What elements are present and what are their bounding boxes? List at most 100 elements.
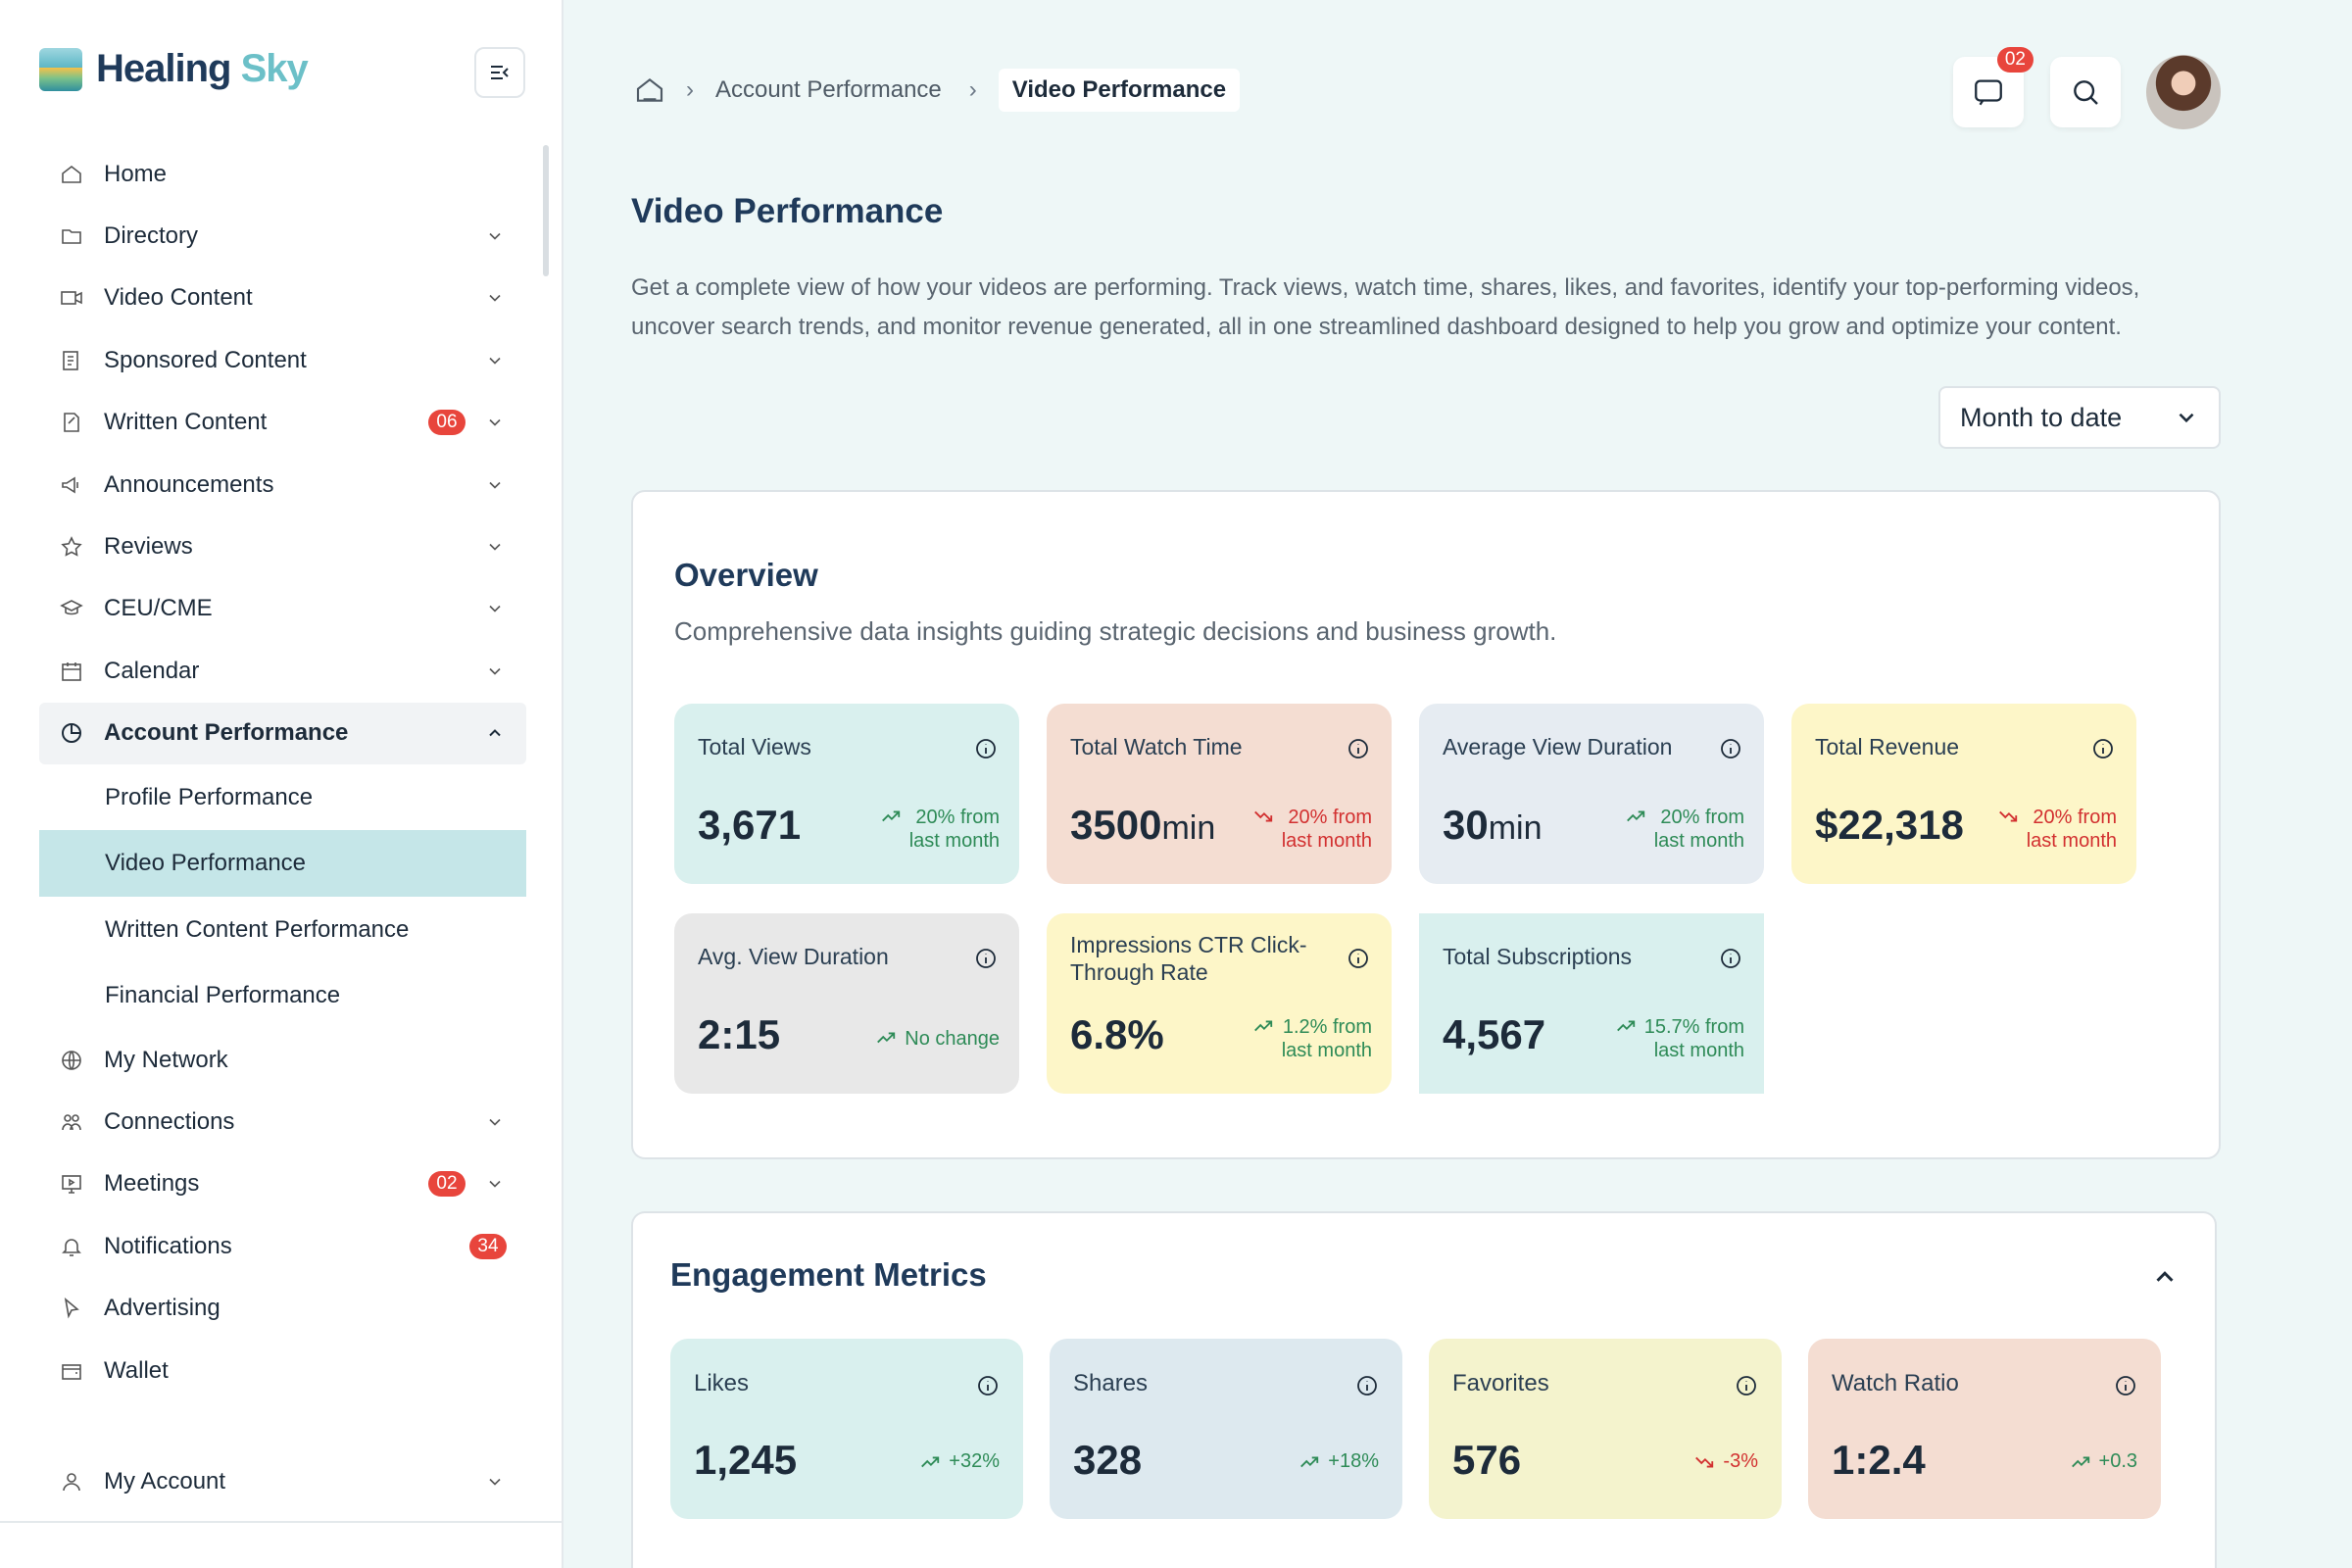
metric-value: 4,567 — [1443, 1011, 1546, 1057]
info-icon[interactable] — [974, 737, 998, 760]
sidebar-item-home[interactable]: Home — [39, 143, 526, 205]
metric-trend: 20% from last month — [880, 806, 1000, 853]
breadcrumb-separator-icon: › — [968, 76, 977, 103]
chevron-down-icon[interactable] — [483, 349, 507, 372]
info-icon[interactable] — [976, 1374, 1000, 1397]
engagement-card-shares[interactable]: Shares 328 +18% — [1050, 1339, 1402, 1519]
user-avatar[interactable] — [2146, 55, 2221, 129]
info-icon[interactable] — [1719, 947, 1742, 970]
collapse-sidebar-button[interactable] — [474, 47, 525, 98]
star-icon — [59, 534, 84, 560]
metric-card-impressions-ctr[interactable]: Impressions CTR Click-Through Rate 6.8% … — [1047, 913, 1392, 1094]
logo-mark-icon — [39, 47, 82, 91]
sidebar-subitem-financial-performance[interactable]: Financial Performance — [105, 982, 341, 1009]
sidebar-item-sponsored-content[interactable]: Sponsored Content — [39, 329, 526, 391]
info-icon[interactable] — [2091, 737, 2115, 760]
brand-name-part2: Sky — [240, 47, 309, 90]
info-icon[interactable] — [1355, 1374, 1379, 1397]
sidebar-item-calendar[interactable]: Calendar — [39, 640, 526, 702]
messages-badge: 02 — [1996, 47, 2034, 73]
overview-panel: Overview Comprehensive data insights gui… — [631, 490, 2221, 1159]
breadcrumb-account-performance[interactable]: Account Performance — [715, 76, 942, 103]
chevron-down-icon[interactable] — [483, 597, 507, 620]
brand-logo[interactable]: Healing Sky — [39, 47, 309, 91]
engagement-card-likes[interactable]: Likes 1,245 +32% — [670, 1339, 1023, 1519]
metric-card-average-view-duration[interactable]: Average View Duration 30min 20% from last… — [1419, 704, 1764, 884]
info-icon[interactable] — [1347, 947, 1370, 970]
chevron-up-icon — [2156, 1271, 2174, 1282]
metric-value: 3500min — [1070, 802, 1216, 848]
date-range-select[interactable]: Month to date — [1938, 386, 2221, 449]
trend-down-icon — [1998, 810, 2017, 822]
metric-label: Favorites — [1452, 1370, 1549, 1396]
sidebar-item-announcements[interactable]: Announcements — [39, 454, 526, 515]
sidebar-item-my-account[interactable]: My Account — [39, 1450, 526, 1512]
metric-card-avg-view-duration[interactable]: Avg. View Duration 2:15 No change — [674, 913, 1019, 1094]
metric-card-total-revenue[interactable]: Total Revenue $22,318 20% from last month — [1791, 704, 2136, 884]
sidebar-scrollbar[interactable] — [543, 145, 549, 276]
sidebar-item-written-content[interactable]: Written Content 06 — [39, 392, 526, 454]
engagement-card-watch-ratio[interactable]: Watch Ratio 1:2.4 +0.3 — [1808, 1339, 2161, 1519]
sidebar-subitem-written-content-performance[interactable]: Written Content Performance — [105, 915, 410, 943]
sidebar-item-advertising[interactable]: Advertising — [39, 1277, 526, 1339]
metric-trend: +18% — [1298, 1450, 1379, 1473]
chevron-down-icon[interactable] — [483, 535, 507, 559]
search-icon — [2074, 80, 2098, 105]
chevron-down-icon[interactable] — [483, 1110, 507, 1134]
engagement-title: Engagement Metrics — [670, 1256, 987, 1293]
breadcrumb: › Account Performance › Video Performanc… — [633, 67, 1241, 114]
search-button[interactable] — [2050, 57, 2121, 127]
chevron-down-icon[interactable] — [483, 286, 507, 310]
date-range-value: Month to date — [1960, 402, 2123, 432]
calendar-icon — [59, 659, 84, 684]
chevron-down-icon[interactable] — [483, 473, 507, 497]
metric-card-total-watch-time[interactable]: Total Watch Time 3500min 20% from last mo… — [1047, 704, 1392, 884]
sidebar-item-ceu-cme[interactable]: CEU/CME — [39, 578, 526, 640]
metric-trend: -3% — [1693, 1450, 1758, 1473]
sidebar-subitem-video-performance[interactable]: Video Performance — [39, 830, 526, 897]
sidebar-item-meetings[interactable]: Meetings 02 — [39, 1153, 526, 1215]
sidebar-item-my-network[interactable]: My Network — [39, 1029, 526, 1091]
home-icon[interactable] — [633, 74, 666, 107]
chevron-down-icon[interactable] — [483, 660, 507, 683]
metric-value: 1:2.4 — [1832, 1437, 1926, 1483]
sidebar-item-notifications[interactable]: Notifications 34 — [39, 1215, 526, 1277]
info-icon[interactable] — [1347, 737, 1370, 760]
chevron-up-icon[interactable] — [483, 721, 507, 745]
engagement-card-favorites[interactable]: Favorites 576 -3% — [1429, 1339, 1782, 1519]
messages-button[interactable]: 02 — [1953, 47, 2034, 127]
sidebar-item-video-content[interactable]: Video Content — [39, 268, 526, 329]
info-icon[interactable] — [1735, 1374, 1758, 1397]
chat-icon — [1975, 79, 2002, 106]
chevron-down-icon[interactable] — [483, 411, 507, 434]
chevron-down-icon[interactable] — [483, 1470, 507, 1494]
metric-value: 2:15 — [698, 1011, 781, 1057]
sidebar-item-directory[interactable]: Directory — [39, 205, 526, 267]
metric-card-total-views[interactable]: Total Views 3,671 20% from last month — [674, 704, 1019, 884]
chevron-down-icon[interactable] — [483, 224, 507, 248]
metric-label: Total Subscriptions — [1443, 944, 1633, 969]
metric-value: 1,245 — [694, 1437, 798, 1483]
megaphone-icon — [59, 472, 84, 498]
metric-label: Avg. View Duration — [698, 944, 889, 969]
video-icon — [59, 285, 84, 311]
chevron-down-icon[interactable] — [483, 1172, 507, 1196]
graduation-cap-icon — [59, 596, 84, 621]
sidebar-item-account-performance[interactable]: Account Performance — [39, 702, 526, 764]
metric-trend: 20% from last month — [1997, 806, 2117, 853]
metric-value: 328 — [1073, 1437, 1143, 1483]
breadcrumb-current: Video Performance — [998, 69, 1241, 112]
info-icon[interactable] — [2114, 1374, 2137, 1397]
page-description: Get a complete view of how your videos a… — [631, 274, 2140, 340]
info-icon[interactable] — [1719, 737, 1742, 760]
metric-card-total-subscriptions[interactable]: Total Subscriptions 4,567 15.7% from last… — [1419, 913, 1764, 1094]
info-icon[interactable] — [974, 947, 998, 970]
metric-trend: 15.7% from last month — [1615, 1015, 1744, 1062]
collapse-engagement-button[interactable] — [2150, 1262, 2180, 1297]
sidebar-subitem-profile-performance[interactable]: Profile Performance — [105, 783, 314, 810]
notifications-badge: 34 — [469, 1233, 507, 1259]
sidebar-item-connections[interactable]: Connections — [39, 1091, 526, 1152]
trend-down-icon — [1695, 1456, 1714, 1467]
sidebar-item-wallet[interactable]: Wallet — [39, 1340, 526, 1401]
sidebar-item-reviews[interactable]: Reviews — [39, 515, 526, 577]
